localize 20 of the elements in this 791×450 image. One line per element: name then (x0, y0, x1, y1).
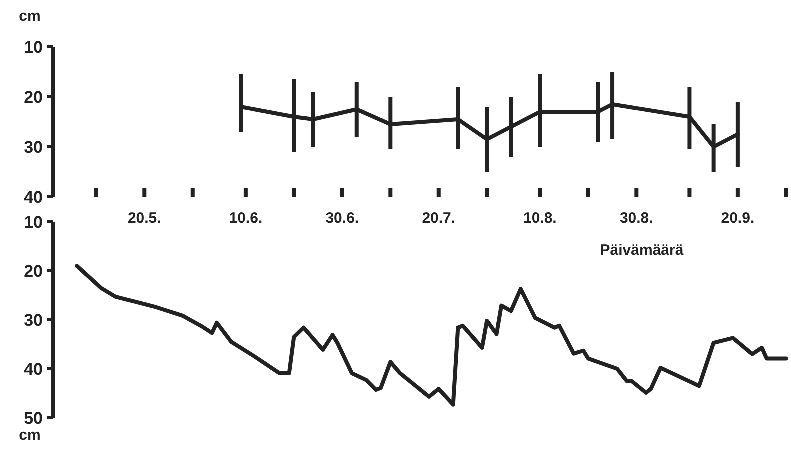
y-axis-title: cm (19, 8, 41, 25)
y-tick-label: 20 (24, 262, 43, 281)
x-tick-label: 20.9. (721, 210, 755, 227)
y-tick-label: 10 (24, 38, 43, 57)
x-tick-label: 20.5. (128, 210, 162, 227)
y-tick-label: 30 (24, 138, 43, 157)
x-tick-label: 10.6. (229, 210, 263, 227)
x-tick-label: 10.8. (523, 210, 557, 227)
line-series (75, 264, 788, 407)
y-tick-label: 20 (24, 88, 43, 107)
y-tick-label: 40 (24, 188, 43, 207)
x-tick-label: 30.6. (326, 210, 360, 227)
x-axis-title: Päivämäärä (600, 242, 684, 259)
y-tick-label: 10 (24, 212, 43, 232)
y-tick-label: 50 (24, 408, 43, 428)
y-axis-title: cm (19, 427, 41, 444)
y-tick-label: 40 (24, 360, 43, 379)
x-tick-label: 30.8. (620, 210, 654, 227)
y-tick-label: 30 (24, 310, 43, 330)
x-tick-label: 20.7. (422, 210, 456, 227)
